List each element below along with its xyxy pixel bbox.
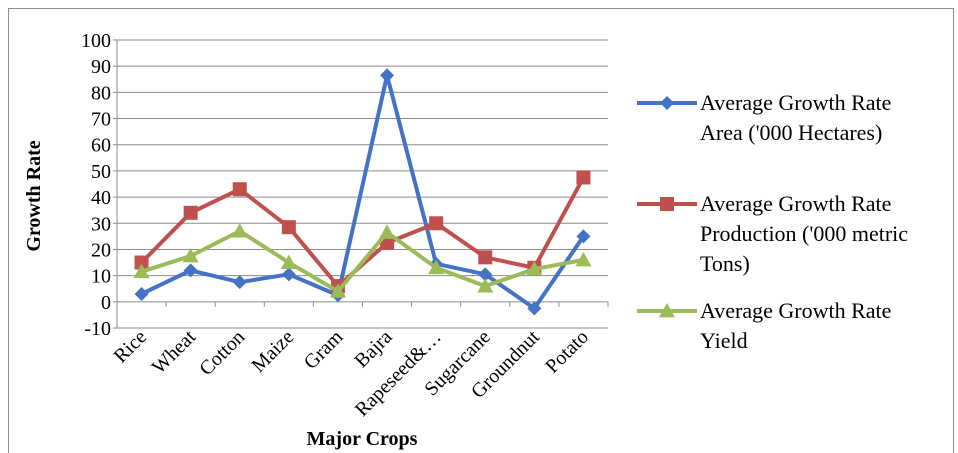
y-tick-label: 30: [91, 213, 111, 235]
y-tick-label: -10: [84, 318, 111, 340]
data-point: [478, 250, 493, 265]
data-point: [134, 286, 149, 301]
legend-item: Average Growth Rate Yield: [637, 298, 891, 353]
x-tick-label: Maize: [247, 326, 298, 377]
series-3: [133, 223, 592, 298]
data-point: [134, 255, 149, 270]
series-line: [140, 229, 584, 294]
data-point: [329, 283, 346, 298]
y-tick-label: 70: [91, 109, 111, 131]
series-layer: [133, 68, 592, 316]
y-tick-label: 20: [91, 239, 111, 261]
legend-item: Average Growth Rate Area ('000 Hectares): [637, 90, 891, 145]
data-point: [576, 170, 591, 185]
data-point: [133, 263, 150, 279]
x-tick-label: Potato: [541, 326, 593, 378]
data-point: [526, 261, 543, 276]
axis-layer: [113, 39, 609, 329]
data-point: [280, 254, 297, 269]
chart-frame: [8, 8, 954, 453]
series-line: [140, 73, 586, 311]
y-tick-label: 0: [101, 292, 111, 314]
y-tick-label: 60: [91, 135, 111, 157]
data-point: [477, 278, 494, 293]
data-point: [379, 224, 396, 239]
data-point: [183, 263, 198, 278]
y-tick-label: 40: [91, 187, 111, 209]
data-point: [232, 275, 247, 290]
legend-label: Average Growth Rate Yield: [700, 298, 891, 353]
data-point: [478, 267, 493, 282]
x-axis-title: Major Crops: [307, 428, 418, 450]
data-point: [429, 216, 444, 231]
x-tick-label: Wheat: [148, 326, 201, 379]
legend-item: Average Growth Rate Production ('000 metr…: [637, 191, 908, 276]
series-1: [134, 68, 591, 316]
legend: Average Growth Rate Area ('000 Hectares) A…: [637, 90, 908, 353]
y-axis-title: Growth Rate: [23, 140, 45, 251]
data-point: [428, 259, 445, 275]
data-point: [231, 223, 248, 238]
x-tick-label: Cotton: [195, 326, 249, 380]
y-tick-label: 90: [91, 56, 111, 78]
data-point: [183, 205, 198, 220]
data-point: [575, 251, 592, 267]
y-tick-label: 10: [91, 266, 111, 288]
legend-marker: [660, 197, 674, 211]
data-point: [380, 68, 395, 83]
data-point: [281, 220, 296, 235]
legend-marker: [660, 96, 674, 110]
data-point: [232, 182, 247, 197]
ticks-layer: 1009080706050403020100-10RiceWheatCotton…: [81, 30, 593, 421]
grid-layer: [117, 39, 608, 329]
data-point: [281, 267, 296, 282]
y-tick-label: 50: [91, 161, 111, 183]
y-tick-label: 80: [91, 82, 111, 104]
data-point: [527, 301, 542, 316]
y-tick-label: 100: [81, 30, 111, 52]
legend-label: Average Growth Rate Area ('000 Hectares): [700, 90, 891, 145]
x-tick-label: Gram: [300, 326, 348, 374]
legend-label: Average Growth Rate Production ('000 metr…: [700, 191, 908, 276]
legend-marker: [659, 303, 675, 318]
data-point: [182, 248, 199, 263]
x-tick-label: Rice: [110, 326, 152, 368]
data-point: [576, 229, 591, 244]
